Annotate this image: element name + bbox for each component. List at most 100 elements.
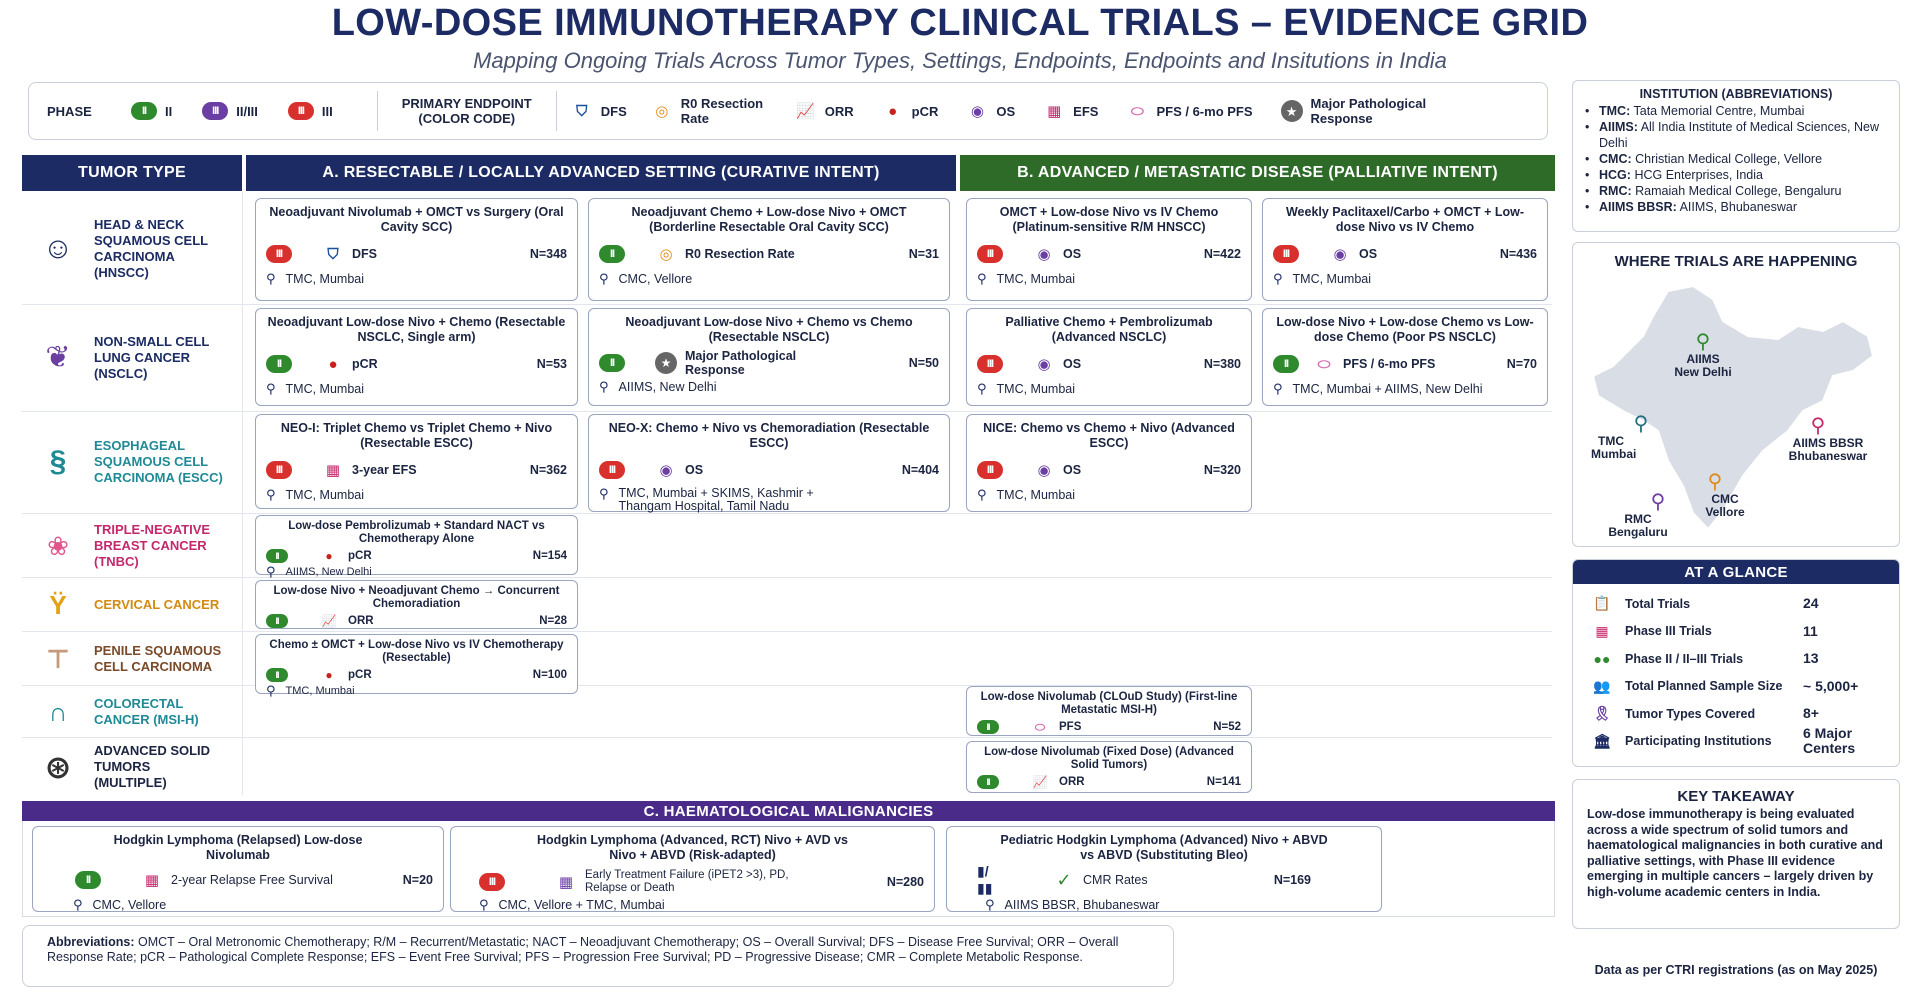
page-subtitle: Mapping Ongoing Trials Across Tumor Type… <box>473 48 1447 73</box>
tumor-row-hnscc: ☺ HEAD & NECK SQUAMOUS CELL CARCINOMA (H… <box>22 196 242 302</box>
glance-row: ▦ Phase III Trials 11 <box>1573 618 1899 646</box>
trial-card[interactable]: Weekly Paclitaxel/Carbo + OMCT + Low-dos… <box>1262 198 1548 301</box>
trial-card[interactable]: Neoadjuvant Low-dose Nivo + Chemo (Resec… <box>255 308 578 406</box>
india-map <box>1591 284 1875 531</box>
trial-card[interactable]: Palliative Chemo + Pembrolizumab (Advanc… <box>966 308 1252 406</box>
trial-card[interactable]: Pediatric Hodgkin Lymphoma (Advanced) Ni… <box>946 826 1382 912</box>
pin-rmc-bengaluru: ⚲ RMC Bengaluru <box>1608 491 1668 539</box>
orr-legend: 📈 ORR <box>795 100 853 122</box>
target-icon: ⊛ <box>44 749 72 785</box>
os-legend: ◉ OS <box>966 100 1015 122</box>
location-pin-icon: ⚲ <box>266 683 276 698</box>
calendar-icon: ▦ <box>1047 102 1062 120</box>
phase-ii-legend: II II <box>131 102 172 120</box>
trial-card[interactable]: Neoadjuvant Chemo + Low-dose Nivo + OMCT… <box>588 198 950 301</box>
person-icon: ◉ <box>970 102 984 120</box>
location-pin-icon: ⚲ <box>266 271 276 286</box>
location-pin-icon: ⚲ <box>1273 381 1283 396</box>
pill-icon: ⬭ <box>1317 355 1331 373</box>
pin-aiims-bbsr: ⚲ AIIMS BBSR Bhubaneswar <box>1788 415 1868 463</box>
drop-icon: ● <box>328 355 338 373</box>
tumor-row-escc: § ESOPHAGEAL SQUAMOUS CELL CARCINOMA (ES… <box>22 413 242 511</box>
pfs-legend: ⬭ PFS / 6-mo PFS <box>1126 100 1252 122</box>
section-b-header: B. ADVANCED / METASTATIC DISEASE (PALLIA… <box>960 155 1555 191</box>
trial-card[interactable]: NEO-X: Chemo + Nivo vs Chemoradiation (R… <box>588 414 950 513</box>
stomach-icon: § <box>49 445 67 478</box>
trial-card[interactable]: Low-dose Nivolumab (CLOuD Study) (First-… <box>966 686 1252 736</box>
person-icon: ◉ <box>1037 245 1051 263</box>
target-icon: ◎ <box>655 102 669 120</box>
location-pin-icon: ⚲ <box>266 564 276 579</box>
penile-icon: ⊤ <box>46 643 70 674</box>
head-icon: ☺ <box>42 232 74 265</box>
calendar-icon: ▦ <box>325 461 341 479</box>
trial-card[interactable]: Low-dose Pembrolizumab + Standard NACT v… <box>255 515 578 579</box>
chart-icon: 📈 <box>1032 775 1048 789</box>
trial-card[interactable]: Neoadjuvant Low-dose Nivo + Chemo vs Che… <box>588 308 950 406</box>
pin-aiims-delhi: ⚲ AIIMS New Delhi <box>1674 331 1732 379</box>
legend-bar: PHASE II II III II/III III III PRIMARY ENDP… <box>28 82 1548 140</box>
location-pin-icon: ⚲ <box>266 381 276 396</box>
phase-ii-iii-legend: III II/III <box>202 102 258 120</box>
location-pin-icon: ⚲ <box>266 487 276 502</box>
footnote: Data as per CTRI registrations (as on Ma… <box>1594 963 1878 977</box>
trial-card[interactable]: OMCT + Low-dose Nivo vs IV Chemo (Platin… <box>966 198 1252 301</box>
location-pin-icon: ⚲ <box>599 486 609 501</box>
location-pin-icon: ⚲ <box>977 271 987 286</box>
mpr-legend: ★ Major Pathological Response <box>1280 96 1431 126</box>
pin-tmc-mumbai: ⚲ TMC Mumbai <box>1591 413 1649 461</box>
shield-icon: ⛉ <box>576 102 588 120</box>
section-c-header: C. HAEMATOLOGICAL MALIGNANCIES <box>22 801 1555 821</box>
takeaway-box: KEY TAKEAWAY Low-dose immunotherapy is b… <box>1572 779 1900 929</box>
trial-card[interactable]: Hodgkin Lymphoma (Advanced, RCT) Nivo + … <box>450 826 935 912</box>
abbreviations-box: Abbreviations: OMCT – Oral Metronomic Ch… <box>22 925 1174 987</box>
pill-icon: ⬭ <box>1131 102 1144 120</box>
trial-card[interactable]: Hodgkin Lymphoma (Relapsed) Low-dose Niv… <box>32 826 444 912</box>
tumor-row-solid: ⊛ ADVANCED SOLID TUMORS (MULTIPLE) <box>22 739 242 795</box>
colon-icon: ∩ <box>48 696 68 727</box>
lungs-icon: ❦ <box>45 341 71 374</box>
chart-icon: 📈 <box>796 102 816 120</box>
person-icon: ◉ <box>1037 461 1051 479</box>
drop-icon: ● <box>325 668 333 682</box>
person-icon: ◉ <box>659 461 673 479</box>
trial-card[interactable]: Low-dose Nivolumab (Fixed Dose) (Advance… <box>966 741 1252 793</box>
trial-card[interactable]: NICE: Chemo vs Chemo + Nivo (Advanced ES… <box>966 414 1252 512</box>
person-icon: ◉ <box>1037 355 1051 373</box>
phase-icon: ●● <box>1593 650 1611 667</box>
glance-header: AT A GLANCE <box>1573 560 1899 584</box>
tumor-row-cervical: Ÿ CERVICAL CANCER <box>22 579 242 630</box>
shield-icon: ⛉ <box>327 245 339 263</box>
endpoint-legend-label: PRIMARY ENDPOINT (COLOR CODE) <box>401 96 532 126</box>
tumor-row-penile: ⊤ PENILE SQUAMOUS CELL CARCINOMA <box>22 633 242 684</box>
trial-card[interactable]: NEO-I: Triplet Chemo vs Triplet Chemo + … <box>255 414 578 509</box>
check-circle-icon: ✓ <box>1056 870 1072 890</box>
phase-legend-label: PHASE <box>47 103 92 119</box>
uterus-icon: Ÿ <box>49 589 67 620</box>
glance-box: AT A GLANCE 📋 Total Trials 24 ▦ Phase III T… <box>1572 559 1900 767</box>
trial-card[interactable]: Low-dose Nivo + Neoadjuvant Chemo → Conc… <box>255 580 578 629</box>
trial-card[interactable]: Low-dose Nivo + Low-dose Chemo vs Low-do… <box>1262 308 1548 406</box>
location-pin-icon: ⚲ <box>599 271 609 286</box>
star-icon: ★ <box>655 352 677 374</box>
glance-row: 👥 Total Planned Sample Size ~ 5,000+ <box>1573 673 1899 701</box>
location-pin-icon: ⚲ <box>599 379 609 394</box>
location-pin-icon: ⚲ <box>977 381 987 396</box>
target-icon: ◎ <box>659 245 673 263</box>
pcr-legend: ● pCR <box>882 100 938 122</box>
trial-card[interactable]: Chemo ± OMCT + Low-dose Nivo vs IV Chemo… <box>255 634 578 698</box>
people-icon: 👥 <box>1593 677 1611 694</box>
tumor-row-colorectal: ∩ COLORECTAL CANCER (MSI-H) <box>22 687 242 736</box>
trial-card[interactable]: Neoadjuvant Nivolumab + OMCT vs Surgery … <box>255 198 578 301</box>
glance-row: ●● Phase II / II–III Trials 13 <box>1573 645 1899 673</box>
page-title: LOW-DOSE IMMUNOTHERAPY CLINICAL TRIALS –… <box>331 2 1589 44</box>
person-icon: ◉ <box>1333 245 1347 263</box>
chart-icon: 📈 <box>321 614 337 628</box>
calendar-icon: ▦ <box>1595 622 1609 639</box>
dfs-legend: ⛉ DFS <box>571 100 627 122</box>
pill-icon: ⬭ <box>1034 720 1046 734</box>
institution-box: INSTITUTION (ABBREVIATIONS) TMC: Tata Me… <box>1572 80 1900 232</box>
phase-iii-legend: III III <box>287 102 333 120</box>
location-pin-icon: ⚲ <box>985 897 995 912</box>
r0-legend: ◎ R0 Resection Rate <box>651 96 781 126</box>
